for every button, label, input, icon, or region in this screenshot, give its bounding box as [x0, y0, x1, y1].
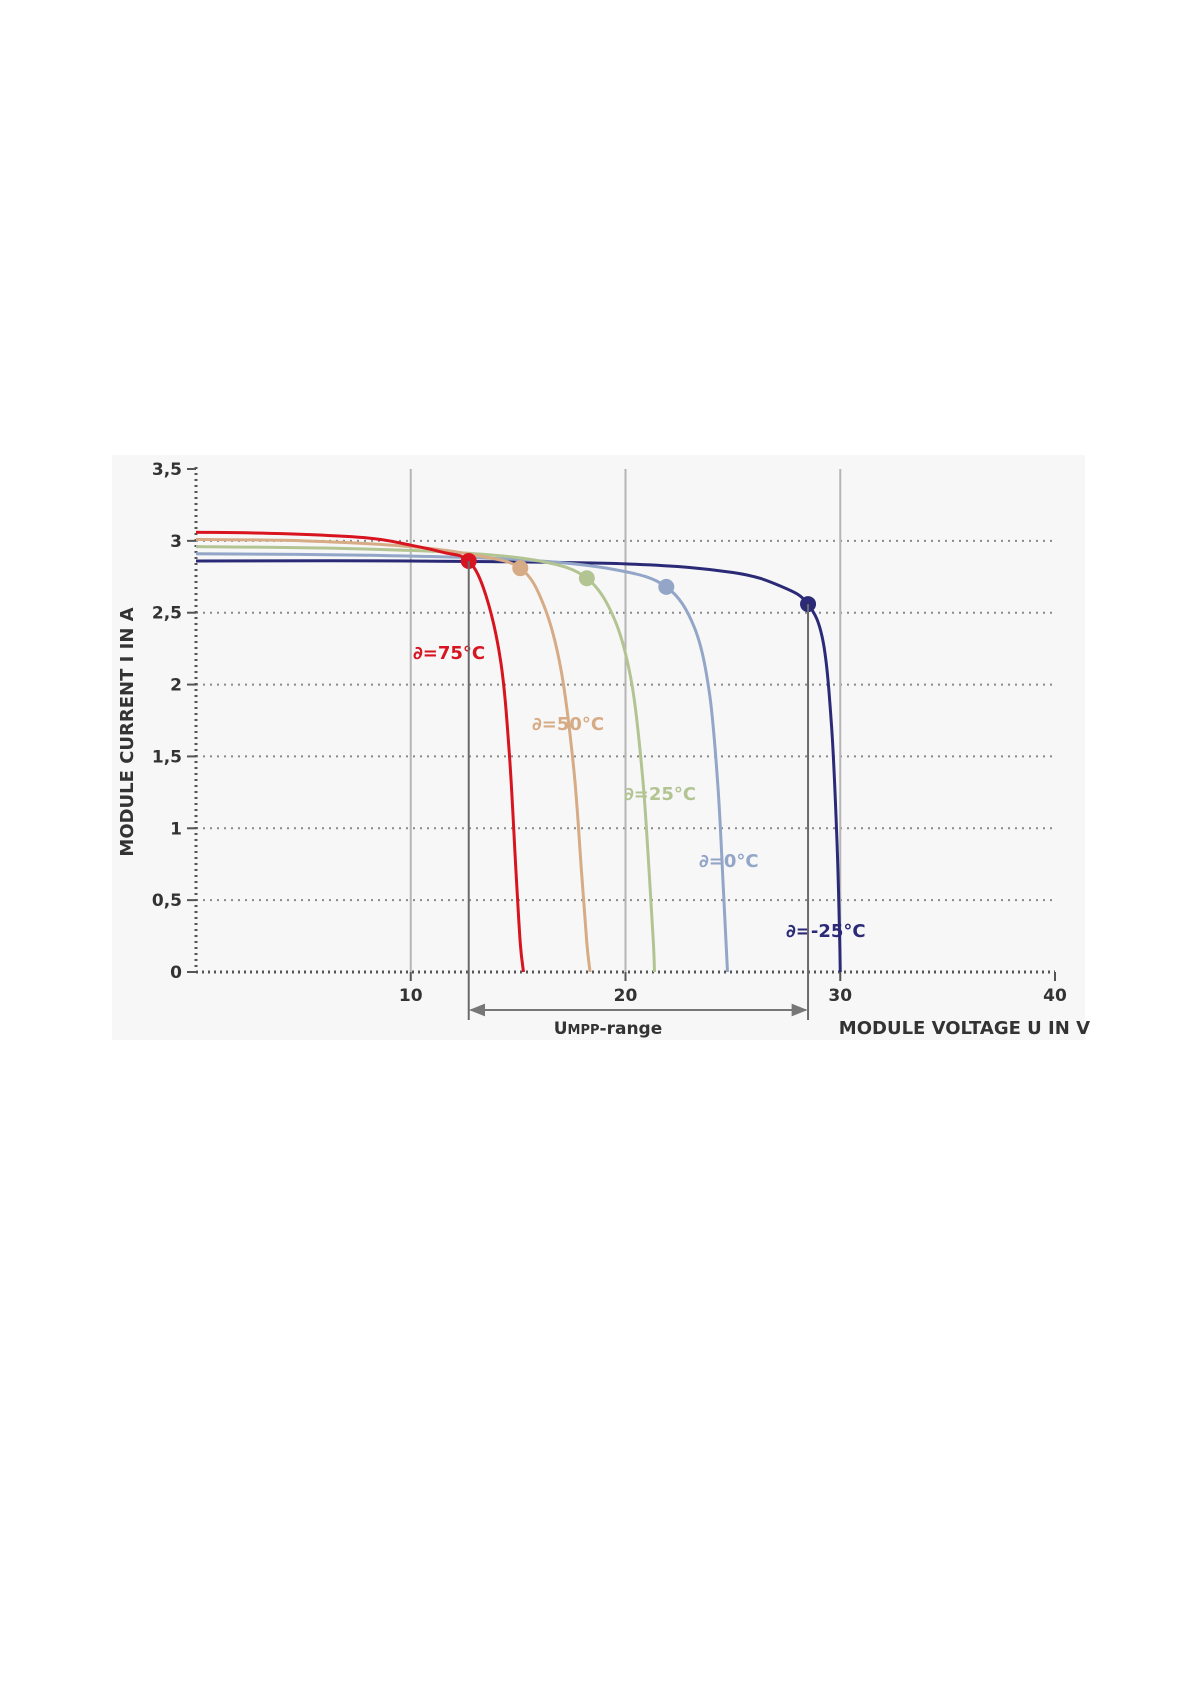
- series-line: [195, 552, 730, 973]
- series-line: [195, 530, 525, 973]
- x-tick-label: 30: [828, 986, 852, 1006]
- mpp-point: [512, 560, 529, 577]
- mpp-markers: [460, 552, 817, 613]
- y-tick-label: 3: [170, 532, 182, 552]
- y-tick-label: 3,5: [152, 460, 182, 480]
- x-tick-label: 20: [614, 986, 638, 1006]
- plot-background: [112, 455, 1085, 1040]
- x-axis-title: MODULE VOLTAGE U IN V: [839, 1018, 1090, 1039]
- series-label: ∂=0°C: [699, 851, 759, 872]
- mpp-range-label: UMPP-range: [554, 1019, 663, 1039]
- x-tick-label: 10: [399, 986, 423, 1006]
- series-label: ∂=50°C: [532, 714, 604, 735]
- y-tick-label: 2,5: [152, 604, 182, 624]
- grid: [196, 469, 1055, 972]
- y-tick-label: 0: [170, 963, 182, 983]
- y-tick-label: 1: [170, 819, 182, 839]
- y-tick-label: 2: [170, 676, 182, 696]
- axes: 0 0,5 1 1,5 2 2,5 3 3,5 10 20 30 40: [152, 460, 1067, 1006]
- x-tick-label: 40: [1043, 986, 1067, 1006]
- mpp-point: [658, 578, 675, 595]
- mpp-range-annotation: UMPP-range: [467, 560, 810, 1039]
- y-tick-label: 0,5: [152, 891, 182, 911]
- series-label: ∂=25°C: [624, 784, 696, 805]
- series-line: [195, 537, 592, 973]
- mpp-point: [578, 570, 595, 587]
- series-label: ∂=75°C: [413, 643, 485, 664]
- series-label: ∂=-25°C: [786, 921, 866, 942]
- series-labels: ∂=75°C ∂=50°C ∂=25°C ∂=0°C ∂=-25°C: [413, 643, 866, 942]
- series-line: [195, 559, 842, 973]
- y-axis-title: MODULE CURRENT I IN A: [117, 607, 138, 856]
- series-lines: [195, 530, 842, 973]
- series-line: [195, 545, 656, 973]
- y-tick-label: 1,5: [152, 747, 182, 767]
